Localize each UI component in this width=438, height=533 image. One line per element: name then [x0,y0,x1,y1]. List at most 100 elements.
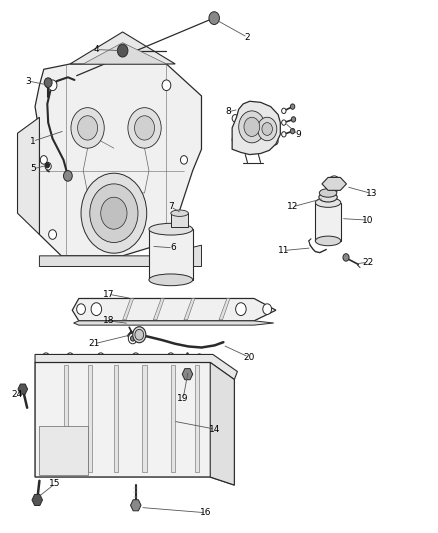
Circle shape [167,353,174,361]
Circle shape [218,364,225,372]
Ellipse shape [171,210,188,216]
Circle shape [162,80,171,91]
Circle shape [91,303,102,316]
Ellipse shape [149,274,193,286]
Circle shape [45,163,51,170]
Circle shape [343,254,349,261]
Circle shape [258,117,277,141]
Bar [171,213,188,227]
Circle shape [290,104,295,109]
Polygon shape [64,365,68,472]
Circle shape [71,108,104,148]
Circle shape [131,336,135,341]
Polygon shape [39,245,201,266]
Circle shape [290,128,295,134]
Text: 3: 3 [25,77,32,85]
Circle shape [171,230,179,239]
Circle shape [77,304,85,314]
Polygon shape [83,43,166,64]
Polygon shape [114,365,118,472]
Text: 12: 12 [287,203,298,211]
Text: 9: 9 [295,130,301,139]
Circle shape [239,111,265,143]
Polygon shape [210,362,234,485]
Polygon shape [39,426,88,475]
Text: 13: 13 [366,189,377,198]
Circle shape [64,171,72,181]
Text: 1: 1 [30,137,36,146]
Circle shape [232,115,238,122]
Circle shape [90,184,138,243]
Polygon shape [88,365,92,472]
Ellipse shape [135,329,144,340]
Circle shape [262,123,272,135]
Circle shape [272,138,278,145]
Circle shape [328,176,341,192]
Polygon shape [153,298,164,320]
Circle shape [110,208,118,219]
Circle shape [134,116,155,140]
Circle shape [128,108,161,148]
Ellipse shape [319,192,337,202]
Polygon shape [322,177,346,190]
Circle shape [132,353,139,361]
Text: 2: 2 [245,33,250,42]
Circle shape [282,108,286,114]
Circle shape [49,230,57,239]
Bar [149,229,193,280]
Circle shape [263,304,272,314]
Circle shape [101,197,127,229]
Text: 4: 4 [94,45,99,54]
Circle shape [196,354,203,362]
Polygon shape [219,298,230,320]
Ellipse shape [133,327,146,343]
Circle shape [45,163,49,168]
Circle shape [282,132,286,137]
Circle shape [209,12,219,25]
Text: 24: 24 [11,390,22,399]
Text: 11: 11 [278,246,290,255]
Circle shape [128,333,137,344]
Circle shape [78,116,98,140]
Polygon shape [35,362,234,485]
Text: 17: 17 [103,290,114,298]
Text: 5: 5 [30,165,36,173]
Polygon shape [123,298,134,320]
Ellipse shape [315,236,341,246]
Polygon shape [171,365,175,472]
Circle shape [40,156,47,164]
Bar [315,203,341,241]
Text: 18: 18 [103,317,114,325]
Circle shape [249,124,254,130]
Ellipse shape [319,189,337,197]
Polygon shape [184,298,195,320]
Circle shape [84,124,91,132]
Circle shape [282,120,286,125]
Text: 6: 6 [170,244,176,252]
Circle shape [81,173,147,253]
Circle shape [236,303,246,316]
Circle shape [244,117,260,136]
Circle shape [117,44,128,57]
Polygon shape [32,495,42,505]
Polygon shape [70,32,175,64]
Polygon shape [182,369,193,379]
Circle shape [42,353,49,361]
Text: 21: 21 [88,340,100,348]
Text: 22: 22 [362,258,374,266]
Polygon shape [195,365,199,472]
Text: 19: 19 [177,394,189,403]
Text: 8: 8 [225,108,231,116]
Circle shape [67,353,74,361]
Polygon shape [18,117,39,235]
Ellipse shape [315,198,341,207]
Circle shape [224,379,231,388]
Circle shape [48,80,57,91]
Ellipse shape [149,223,193,235]
Text: 15: 15 [49,480,60,488]
Circle shape [291,117,296,122]
Circle shape [97,353,104,361]
Polygon shape [74,321,274,325]
Polygon shape [18,384,28,394]
Text: 7: 7 [168,203,174,211]
